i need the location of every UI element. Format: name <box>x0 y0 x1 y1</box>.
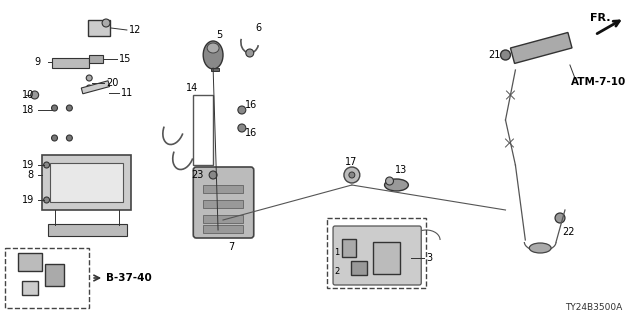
Text: 11: 11 <box>121 88 133 98</box>
Bar <box>45 264 65 286</box>
Text: 5: 5 <box>216 30 222 40</box>
Circle shape <box>44 197 49 203</box>
Text: 14: 14 <box>186 83 198 93</box>
Circle shape <box>349 172 355 178</box>
Circle shape <box>86 75 92 81</box>
Bar <box>5 248 89 308</box>
Text: 2: 2 <box>334 268 339 276</box>
Circle shape <box>67 135 72 141</box>
Text: 19: 19 <box>22 160 34 170</box>
Bar <box>511 32 572 63</box>
Circle shape <box>67 105 72 111</box>
Bar <box>81 81 109 94</box>
Text: 13: 13 <box>394 165 407 175</box>
Text: 15: 15 <box>119 54 131 64</box>
Circle shape <box>385 177 394 185</box>
Text: 18: 18 <box>22 105 34 115</box>
Text: 19: 19 <box>22 195 34 205</box>
Text: 22: 22 <box>562 227 575 237</box>
Bar <box>89 55 103 63</box>
Bar <box>52 58 89 68</box>
Circle shape <box>44 162 49 168</box>
Circle shape <box>246 49 253 57</box>
Text: 8: 8 <box>28 170 34 180</box>
Text: 21: 21 <box>489 50 501 60</box>
Bar <box>203 215 243 223</box>
Bar <box>42 155 131 210</box>
Ellipse shape <box>385 179 408 191</box>
Bar <box>211 68 219 71</box>
Bar <box>327 218 426 288</box>
Bar <box>342 239 356 257</box>
Bar <box>203 200 243 208</box>
Text: ATM-7-10: ATM-7-10 <box>571 77 626 87</box>
Bar <box>88 20 110 36</box>
Text: 9: 9 <box>35 57 41 67</box>
Bar <box>18 253 42 271</box>
Bar <box>49 163 123 202</box>
Circle shape <box>238 106 246 114</box>
Bar <box>203 225 243 233</box>
Circle shape <box>31 91 38 99</box>
Text: 16: 16 <box>245 128 257 138</box>
Text: 7: 7 <box>228 242 234 252</box>
FancyBboxPatch shape <box>333 226 421 285</box>
Circle shape <box>209 171 217 179</box>
Circle shape <box>52 105 58 111</box>
Ellipse shape <box>529 243 551 253</box>
Text: TY24B3500A: TY24B3500A <box>565 303 622 313</box>
Text: 20: 20 <box>106 78 118 88</box>
Text: 10: 10 <box>22 90 34 100</box>
Text: 16: 16 <box>245 100 257 110</box>
Circle shape <box>344 167 360 183</box>
Ellipse shape <box>203 41 223 69</box>
Circle shape <box>500 50 511 60</box>
Text: 23: 23 <box>191 170 204 180</box>
Bar <box>47 224 127 236</box>
Circle shape <box>86 85 92 91</box>
Bar <box>22 281 38 295</box>
Bar <box>372 242 401 274</box>
Text: 17: 17 <box>345 157 357 167</box>
Circle shape <box>52 135 58 141</box>
Bar <box>203 185 243 193</box>
Circle shape <box>238 124 246 132</box>
Text: 12: 12 <box>129 25 141 35</box>
Circle shape <box>555 213 565 223</box>
Text: 6: 6 <box>256 23 262 33</box>
Bar <box>351 261 367 275</box>
Text: 3: 3 <box>426 253 433 263</box>
Text: FR.: FR. <box>589 13 611 23</box>
Circle shape <box>102 19 110 27</box>
FancyBboxPatch shape <box>193 167 253 238</box>
Ellipse shape <box>207 43 219 53</box>
Bar <box>193 95 213 165</box>
Text: B-37-40: B-37-40 <box>106 273 152 283</box>
Text: 1: 1 <box>334 247 339 257</box>
